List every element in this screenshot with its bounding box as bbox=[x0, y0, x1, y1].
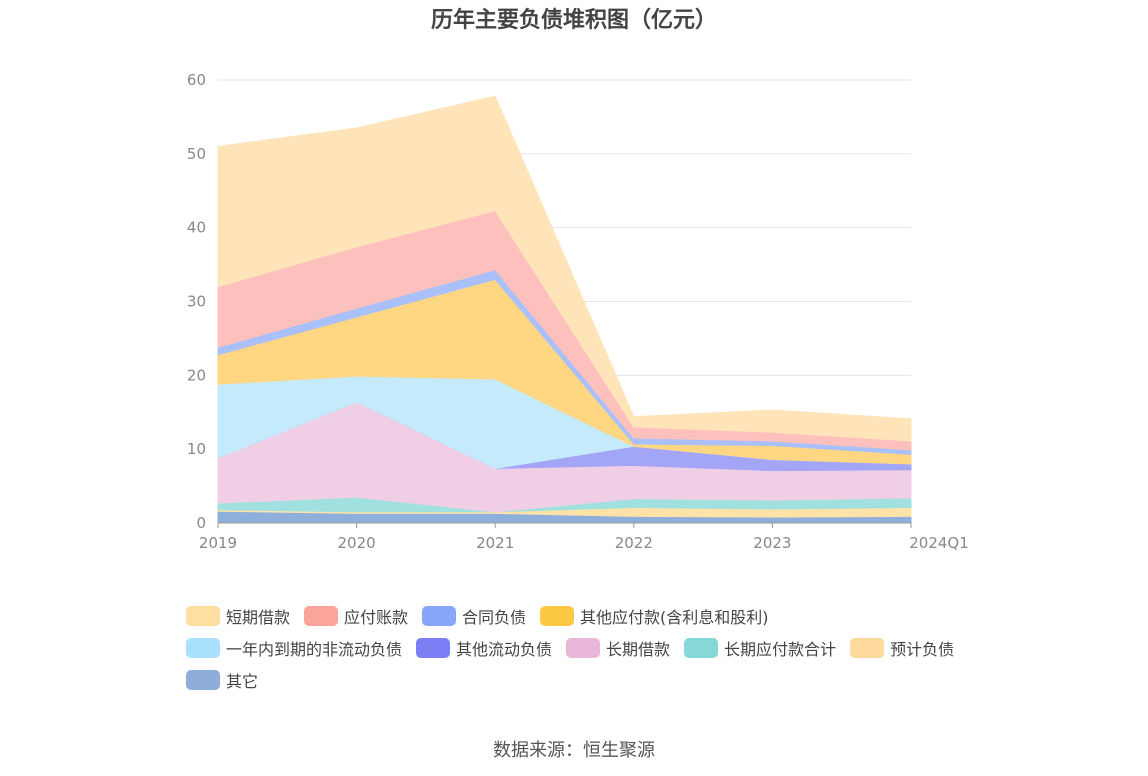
legend-label: 短期借款 bbox=[226, 608, 291, 627]
x-tick-label: 2022 bbox=[615, 534, 653, 552]
legend-item[interactable]: 其它 bbox=[186, 670, 259, 691]
x-tick-label: 2020 bbox=[338, 534, 376, 552]
legend-item[interactable]: 长期借款 bbox=[566, 638, 671, 659]
y-tick-label: 50 bbox=[187, 145, 206, 163]
x-tick-label: 2021 bbox=[476, 534, 514, 552]
legend-item[interactable]: 一年内到期的非流动负债 bbox=[186, 638, 403, 659]
legend-item[interactable]: 预计负债 bbox=[850, 638, 955, 659]
y-tick-label: 30 bbox=[187, 293, 206, 311]
y-tick-label: 10 bbox=[187, 440, 206, 458]
legend-label: 长期借款 bbox=[606, 640, 671, 659]
legend-label: 一年内到期的非流动负债 bbox=[226, 640, 403, 659]
data-source-note: 数据来源：恒生聚源 bbox=[493, 740, 655, 761]
legend-swatch bbox=[566, 638, 601, 658]
legend-swatch bbox=[684, 638, 719, 658]
y-tick-label: 0 bbox=[196, 514, 206, 532]
legend-item[interactable]: 应付账款 bbox=[304, 606, 409, 627]
legend-label: 应付账款 bbox=[344, 608, 409, 627]
legend-swatch bbox=[540, 606, 575, 626]
x-tick-label: 2024Q1 bbox=[909, 534, 969, 552]
y-tick-label: 60 bbox=[187, 71, 206, 89]
legend-swatch bbox=[416, 638, 451, 658]
legend-item[interactable]: 长期应付款合计 bbox=[684, 638, 837, 659]
legend-swatch bbox=[186, 638, 220, 658]
chart-legend: 短期借款 应付账款 合同负债 其他应付款(含利息和股利) 一年内到期的非流动负债 其他流动… bbox=[186, 606, 986, 691]
legend-label: 其它 bbox=[226, 672, 259, 691]
x-tick-label: 2019 bbox=[199, 534, 237, 552]
y-tick-label: 20 bbox=[187, 366, 206, 384]
legend-item[interactable]: 短期借款 bbox=[186, 606, 291, 627]
legend-label: 合同负债 bbox=[462, 608, 527, 627]
x-tick-label: 2023 bbox=[753, 534, 791, 552]
legend-item[interactable]: 合同负债 bbox=[422, 606, 527, 627]
area-series-短期借款 bbox=[217, 95, 912, 442]
legend-label: 其他应付款(含利息和股利) bbox=[580, 608, 769, 627]
stacked-area-chart: 0 10 20 30 40 50 60 2019 2020 2021 2022 2023 2024Q1 bbox=[187, 71, 969, 552]
legend-label: 预计负债 bbox=[890, 640, 955, 659]
legend-swatch bbox=[850, 638, 885, 658]
legend-label: 其他流动负债 bbox=[456, 640, 553, 659]
legend-label: 长期应付款合计 bbox=[724, 640, 837, 659]
chart-title: 历年主要负债堆积图（亿元） bbox=[430, 8, 717, 33]
legend-swatch bbox=[186, 606, 220, 626]
legend-item[interactable]: 其他流动负债 bbox=[416, 638, 553, 659]
y-tick-label: 40 bbox=[187, 219, 206, 237]
legend-item[interactable]: 其他应付款(含利息和股利) bbox=[540, 606, 769, 627]
legend-swatch bbox=[422, 606, 457, 626]
legend-swatch bbox=[186, 670, 220, 690]
legend-swatch bbox=[304, 606, 339, 626]
